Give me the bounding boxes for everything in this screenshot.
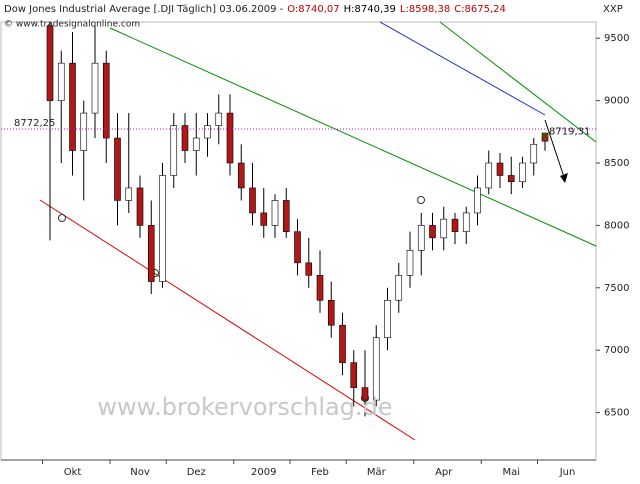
- pivot-marker: [417, 196, 425, 204]
- candle-body: [46, 25, 54, 101]
- candle-body: [395, 275, 403, 301]
- candle-body: [136, 187, 144, 226]
- candle-body: [215, 112, 223, 126]
- candle-body: [125, 187, 133, 201]
- watermark: www.brokervorschlag.de: [97, 393, 392, 421]
- ohlc-label: L:8598,38: [400, 4, 450, 15]
- reference-label: 8772,25: [14, 118, 55, 129]
- channel-line: [109, 27, 597, 247]
- ohlc-label: O:8740,07: [287, 4, 339, 15]
- candle-body: [406, 250, 414, 276]
- candle-body: [249, 187, 256, 214]
- candle-body: [170, 125, 178, 176]
- candle-body: [339, 324, 346, 363]
- candle-body: [91, 62, 99, 114]
- candle-body: [192, 137, 200, 151]
- candle-body: [57, 62, 65, 101]
- y-tick-label: 9500: [604, 33, 629, 44]
- candle-body: [181, 125, 189, 151]
- candle-body: [519, 162, 526, 183]
- y-tick-label: 9000: [604, 96, 629, 107]
- y-tick-label: 7500: [604, 283, 629, 294]
- candle-body: [361, 387, 369, 401]
- x-tick-label: Mai: [502, 467, 520, 478]
- support-trendline: [39, 199, 416, 441]
- ohlc-label: H:8740,39: [344, 4, 396, 15]
- chart-title: Dow Jones Industrial Average [.DJI Tägli…: [4, 4, 284, 15]
- candle-body: [282, 200, 290, 232]
- candle-body: [451, 218, 459, 232]
- candle-body: [237, 162, 245, 189]
- candle-body: [80, 112, 88, 151]
- candle-body: [327, 299, 335, 326]
- x-tick-label: Jun: [559, 467, 576, 478]
- candle-body: [226, 112, 234, 164]
- y-tick-label: 8500: [604, 158, 629, 169]
- annotation-label: 8719,31: [549, 127, 590, 138]
- candle-body: [474, 187, 481, 214]
- x-tick-label: Nov: [130, 467, 150, 478]
- y-tick-label: 7000: [604, 345, 629, 356]
- candle-body: [260, 212, 268, 226]
- candle-body: [305, 262, 313, 276]
- candle-body: [372, 337, 380, 401]
- source: © www.tradesignalonline.com: [4, 20, 140, 30]
- candle-body: [429, 225, 436, 239]
- x-tick-label: Apr: [435, 467, 453, 478]
- candle-body: [530, 143, 538, 164]
- candle-body: [316, 275, 324, 301]
- candle-body: [204, 125, 211, 139]
- y-tick-label: 6500: [604, 408, 629, 419]
- forecast-arrow: [544, 119, 566, 181]
- annotation-marker: [542, 132, 548, 139]
- candle-body: [417, 225, 425, 251]
- x-tick-label: Okt: [64, 467, 82, 478]
- y-tick-label: 8000: [604, 220, 629, 231]
- x-tick-label: Dez: [187, 467, 206, 478]
- moving-average-line: [379, 21, 546, 116]
- candle-body: [384, 299, 391, 339]
- candle-body: [350, 362, 358, 388]
- candle-body: [462, 212, 470, 232]
- pivot-marker: [58, 214, 66, 222]
- candle-body: [294, 231, 301, 264]
- candle-body: [114, 137, 121, 201]
- arrow-head: [560, 173, 568, 183]
- plot: [46, 22, 549, 417]
- ohlc-labels: O:8740,07 H:8740,39 L:8598,38 C:8675,24: [287, 4, 506, 15]
- candle-body: [507, 175, 515, 183]
- y-axis-label: XXP: [603, 4, 623, 15]
- candle-body: [271, 200, 279, 226]
- x-tick-label: 2009: [251, 467, 276, 478]
- candle-body: [440, 218, 448, 239]
- x-tick-label: Mär: [367, 467, 387, 478]
- ohlc-label: C:8675,24: [454, 4, 506, 15]
- candle-body: [159, 175, 166, 282]
- candle-body: [485, 162, 493, 189]
- candle-body: [147, 225, 155, 282]
- candle-body: [69, 62, 76, 151]
- channel-line: [439, 21, 597, 143]
- x-tick-label: Feb: [311, 467, 329, 478]
- candle-body: [496, 162, 504, 176]
- candle-body: [102, 62, 110, 139]
